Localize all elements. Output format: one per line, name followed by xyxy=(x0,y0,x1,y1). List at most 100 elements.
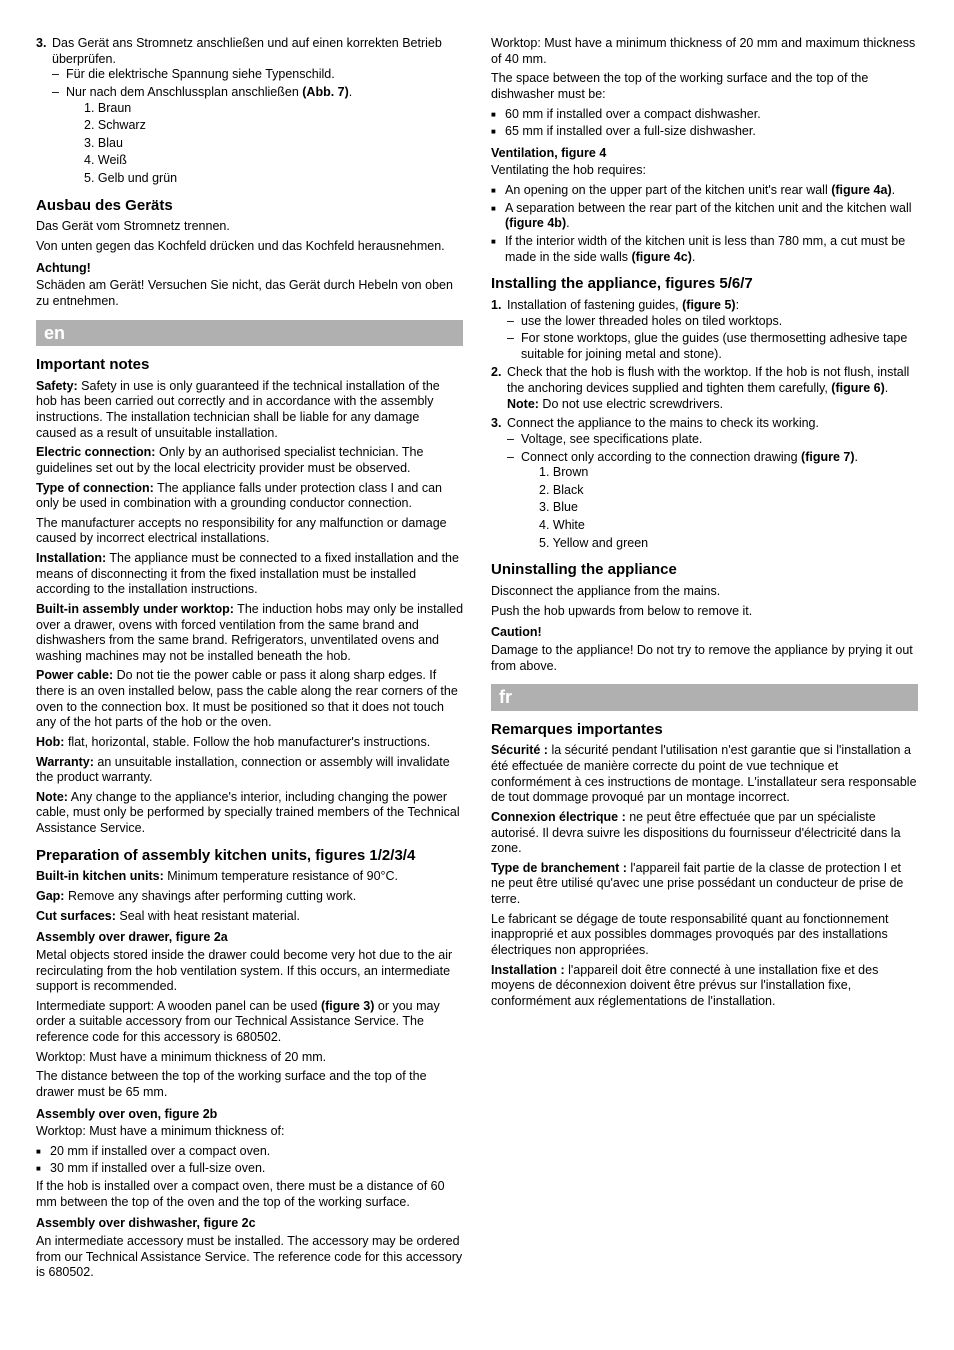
wire-color: 1. Brown xyxy=(521,465,918,481)
body-text: The space between the top of the working… xyxy=(491,71,918,102)
figure-ref: (figure 6) xyxy=(831,381,884,395)
en-uninstall-heading: Uninstalling the appliance xyxy=(491,561,918,580)
en-a2b-heading: Assembly over oven, figure 2b xyxy=(36,1107,463,1123)
body-text: Sécurité : la sécurité pendant l'utilisa… xyxy=(491,743,918,806)
lang-bar-en: en xyxy=(36,320,463,347)
label-safety: Safety: xyxy=(36,379,78,393)
sub-item: Voltage, see specifications plate. xyxy=(507,432,918,448)
sub-item: use the lower threaded holes on tiled wo… xyxy=(507,314,918,330)
step-number: 3. xyxy=(36,36,46,52)
body-text: Worktop: Must have a minimum thickness o… xyxy=(491,36,918,67)
wire-color: 4. White xyxy=(521,518,918,534)
en-a2a-heading: Assembly over drawer, figure 2a xyxy=(36,930,463,946)
step-number: 3. xyxy=(491,416,501,432)
body-text: The distance between the top of the work… xyxy=(36,1069,463,1100)
en-wire-colors: 1. Brown 2. Black 3. Blue 4. White 5. Ye… xyxy=(521,465,918,551)
body-text: The manufacturer accepts no responsibili… xyxy=(36,516,463,547)
list-item: 60 mm if installed over a compact dishwa… xyxy=(491,107,918,123)
de-achtung-heading: Achtung! xyxy=(36,261,463,277)
body-text: Type de branchement : l'appareil fait pa… xyxy=(491,861,918,908)
step-text: Das Gerät ans Stromnetz anschließen und … xyxy=(52,36,442,66)
body-text: Connexion électrique : ne peut être effe… xyxy=(491,810,918,857)
figure-ref: (figure 4a) xyxy=(831,183,891,197)
wire-color: 2. Black xyxy=(521,483,918,499)
label-connexion: Connexion électrique : xyxy=(491,810,626,824)
en-caution-heading: Caution! xyxy=(491,625,918,641)
en-install-heading: Installing the appliance, figures 5/6/7 xyxy=(491,275,918,294)
body-text: Note: Any change to the appliance's inte… xyxy=(36,790,463,837)
body-text: Electric connection: Only by an authoris… xyxy=(36,445,463,476)
sub-item: Nur nach dem Anschlussplan anschließen (… xyxy=(52,85,463,187)
body-text: Built-in assembly under worktop: The ind… xyxy=(36,602,463,665)
figure-ref: (figure 3) xyxy=(321,999,374,1013)
en-important-heading: Important notes xyxy=(36,356,463,375)
wire-color: 5. Yellow and green xyxy=(521,536,918,552)
en-prep-heading: Preparation of assembly kitchen units, f… xyxy=(36,847,463,866)
sub-item: Für die elektrische Spannung siehe Typen… xyxy=(52,67,463,83)
wire-color: 2. Schwarz xyxy=(66,118,463,134)
figure-ref: (figure 4c) xyxy=(631,250,691,264)
body-text: Cut surfaces: Seal with heat resistant m… xyxy=(36,909,463,925)
wire-color: 5. Gelb und grün xyxy=(66,171,463,187)
step3-sublist: Voltage, see specifications plate. Conne… xyxy=(507,432,918,551)
label-builtin: Built-in assembly under worktop: xyxy=(36,602,234,616)
figure-ref: (figure 7) xyxy=(801,450,854,464)
body-text: Worktop: Must have a minimum thickness o… xyxy=(36,1124,463,1140)
figure-ref: (figure 4b) xyxy=(505,216,566,230)
body-text: Warranty: an unsuitable installation, co… xyxy=(36,755,463,786)
body-text: Disconnect the appliance from the mains. xyxy=(491,584,918,600)
de-step3-sublist: Für die elektrische Spannung siehe Typen… xyxy=(52,67,463,186)
list-item: 65 mm if installed over a full-size dish… xyxy=(491,124,918,140)
body-text: Schäden am Gerät! Versuchen Sie nicht, d… xyxy=(36,278,463,309)
body-text: Safety: Safety in use is only guaranteed… xyxy=(36,379,463,442)
body-text: Type of connection: The appliance falls … xyxy=(36,481,463,512)
install-step-3: 3. Connect the appliance to the mains to… xyxy=(491,416,918,551)
body-text: Ventilating the hob requires: xyxy=(491,163,918,179)
de-step-list: 3. Das Gerät ans Stromnetz anschließen u… xyxy=(36,36,463,187)
figure-ref: (Abb. 7) xyxy=(302,85,349,99)
body-text: Damage to the appliance! Do not try to r… xyxy=(491,643,918,674)
wire-color: 3. Blau xyxy=(66,136,463,152)
body-text: Hob: flat, horizontal, stable. Follow th… xyxy=(36,735,463,751)
label-installation: Installation: xyxy=(36,551,106,565)
step-note: Note: Do not use electric screwdrivers. xyxy=(507,397,918,413)
en-install-steps: 1. Installation of fastening guides, (fi… xyxy=(491,298,918,551)
label-warranty: Warranty: xyxy=(36,755,94,769)
body-text: Installation : l'appareil doit être conn… xyxy=(491,963,918,1010)
list-item: 30 mm if installed over a full-size oven… xyxy=(36,1161,463,1177)
step-number: 1. xyxy=(491,298,501,314)
label-note: Note: xyxy=(36,790,68,804)
body-text: Installation: The appliance must be conn… xyxy=(36,551,463,598)
figure-ref: (figure 5) xyxy=(682,298,735,312)
de-ausbau-heading: Ausbau des Geräts xyxy=(36,197,463,216)
label-cut: Cut surfaces: xyxy=(36,909,116,923)
label-note: Note: xyxy=(507,397,539,411)
body-text: Le fabricant se dégage de toute responsa… xyxy=(491,912,918,959)
label-power: Power cable: xyxy=(36,668,113,682)
de-step-3: 3. Das Gerät ans Stromnetz anschließen u… xyxy=(36,36,463,187)
list-item: An opening on the upper part of the kitc… xyxy=(491,183,918,199)
body-text: Gap: Remove any shavings after performin… xyxy=(36,889,463,905)
en-a2c-list: 60 mm if installed over a compact dishwa… xyxy=(491,107,918,140)
en-vent-heading: Ventilation, figure 4 xyxy=(491,146,918,162)
step-number: 2. xyxy=(491,365,501,381)
body-text: If the hob is installed over a compact o… xyxy=(36,1179,463,1210)
label-type-fr: Type de branchement : xyxy=(491,861,627,875)
install-step-1: 1. Installation of fastening guides, (fi… xyxy=(491,298,918,363)
body-text: Push the hob upwards from below to remov… xyxy=(491,604,918,620)
list-item: A separation between the rear part of th… xyxy=(491,201,918,232)
install-step-2: 2. Check that the hob is flush with the … xyxy=(491,365,918,412)
body-text: Intermediate support: A wooden panel can… xyxy=(36,999,463,1046)
list-item: 20 mm if installed over a compact oven. xyxy=(36,1144,463,1160)
label-securite: Sécurité : xyxy=(491,743,548,757)
label-hob: Hob: xyxy=(36,735,64,749)
label-type: Type of connection: xyxy=(36,481,154,495)
wire-color: 1. Braun xyxy=(66,101,463,117)
body-text: An intermediate accessory must be instal… xyxy=(36,1234,463,1281)
en-vent-list: An opening on the upper part of the kitc… xyxy=(491,183,918,265)
wire-color: 3. Blue xyxy=(521,500,918,516)
label-electric: Electric connection: xyxy=(36,445,155,459)
body-text: Power cable: Do not tie the power cable … xyxy=(36,668,463,731)
label-installation-fr: Installation : xyxy=(491,963,565,977)
label-builtin-units: Built-in kitchen units: xyxy=(36,869,164,883)
